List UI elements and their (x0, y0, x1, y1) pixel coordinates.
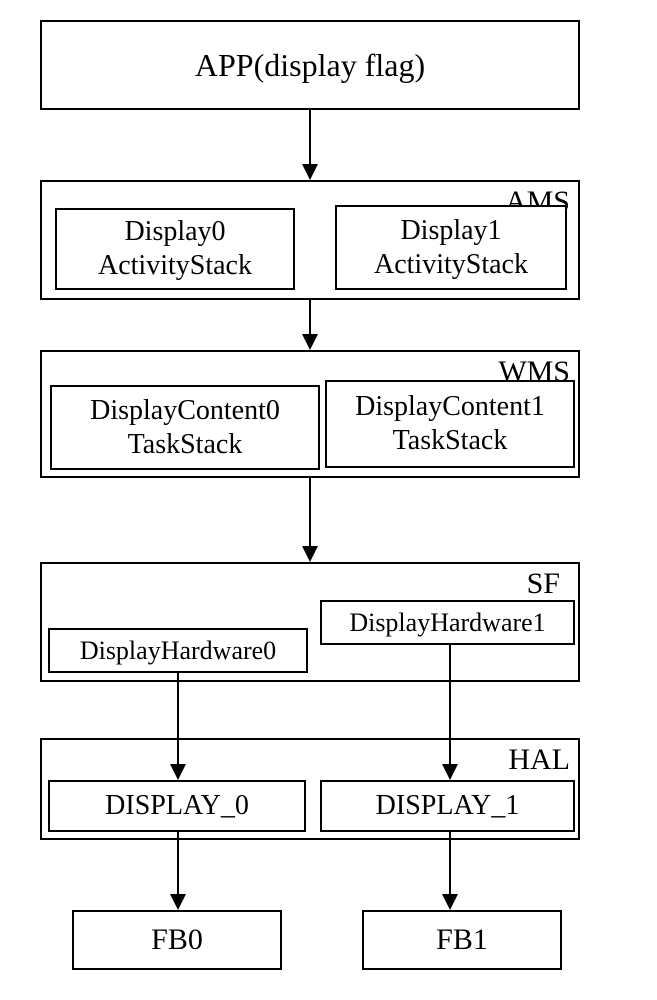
node-ams-display1-label: Display1 ActivityStack (374, 214, 528, 281)
node-fb1: FB1 (362, 910, 562, 970)
diagram-canvas: APP(display flag) AMS Display0 ActivityS… (0, 0, 657, 1000)
node-app-label: APP(display flag) (195, 46, 425, 84)
node-app: APP(display flag) (40, 20, 580, 110)
node-ams-display0-label: Display0 ActivityStack (98, 215, 252, 282)
node-sf-display0-label: DisplayHardware0 (80, 635, 276, 666)
node-hal-display1: DISPLAY_1 (320, 780, 575, 832)
node-ams-display0: Display0 ActivityStack (55, 208, 295, 290)
node-hal-tag: HAL (508, 742, 570, 778)
node-wms-display0-label: DisplayContent0 TaskStack (90, 394, 280, 461)
node-sf-tag: SF (527, 566, 560, 602)
node-ams-display1: Display1 ActivityStack (335, 205, 567, 290)
node-hal-display1-label: DISPLAY_1 (376, 789, 520, 823)
node-sf-display1-label: DisplayHardware1 (349, 607, 545, 638)
node-wms-display0: DisplayContent0 TaskStack (50, 385, 320, 470)
node-wms-display1-label: DisplayContent1 TaskStack (355, 390, 545, 457)
node-sf-display0: DisplayHardware0 (48, 628, 308, 673)
node-fb0-label: FB0 (151, 922, 203, 958)
node-fb1-label: FB1 (436, 922, 488, 958)
node-hal-display0: DISPLAY_0 (48, 780, 306, 832)
edges-svg (0, 0, 657, 1000)
node-wms-display1: DisplayContent1 TaskStack (325, 380, 575, 468)
node-fb0: FB0 (72, 910, 282, 970)
node-hal-display0-label: DISPLAY_0 (105, 789, 249, 823)
node-sf-display1: DisplayHardware1 (320, 600, 575, 645)
